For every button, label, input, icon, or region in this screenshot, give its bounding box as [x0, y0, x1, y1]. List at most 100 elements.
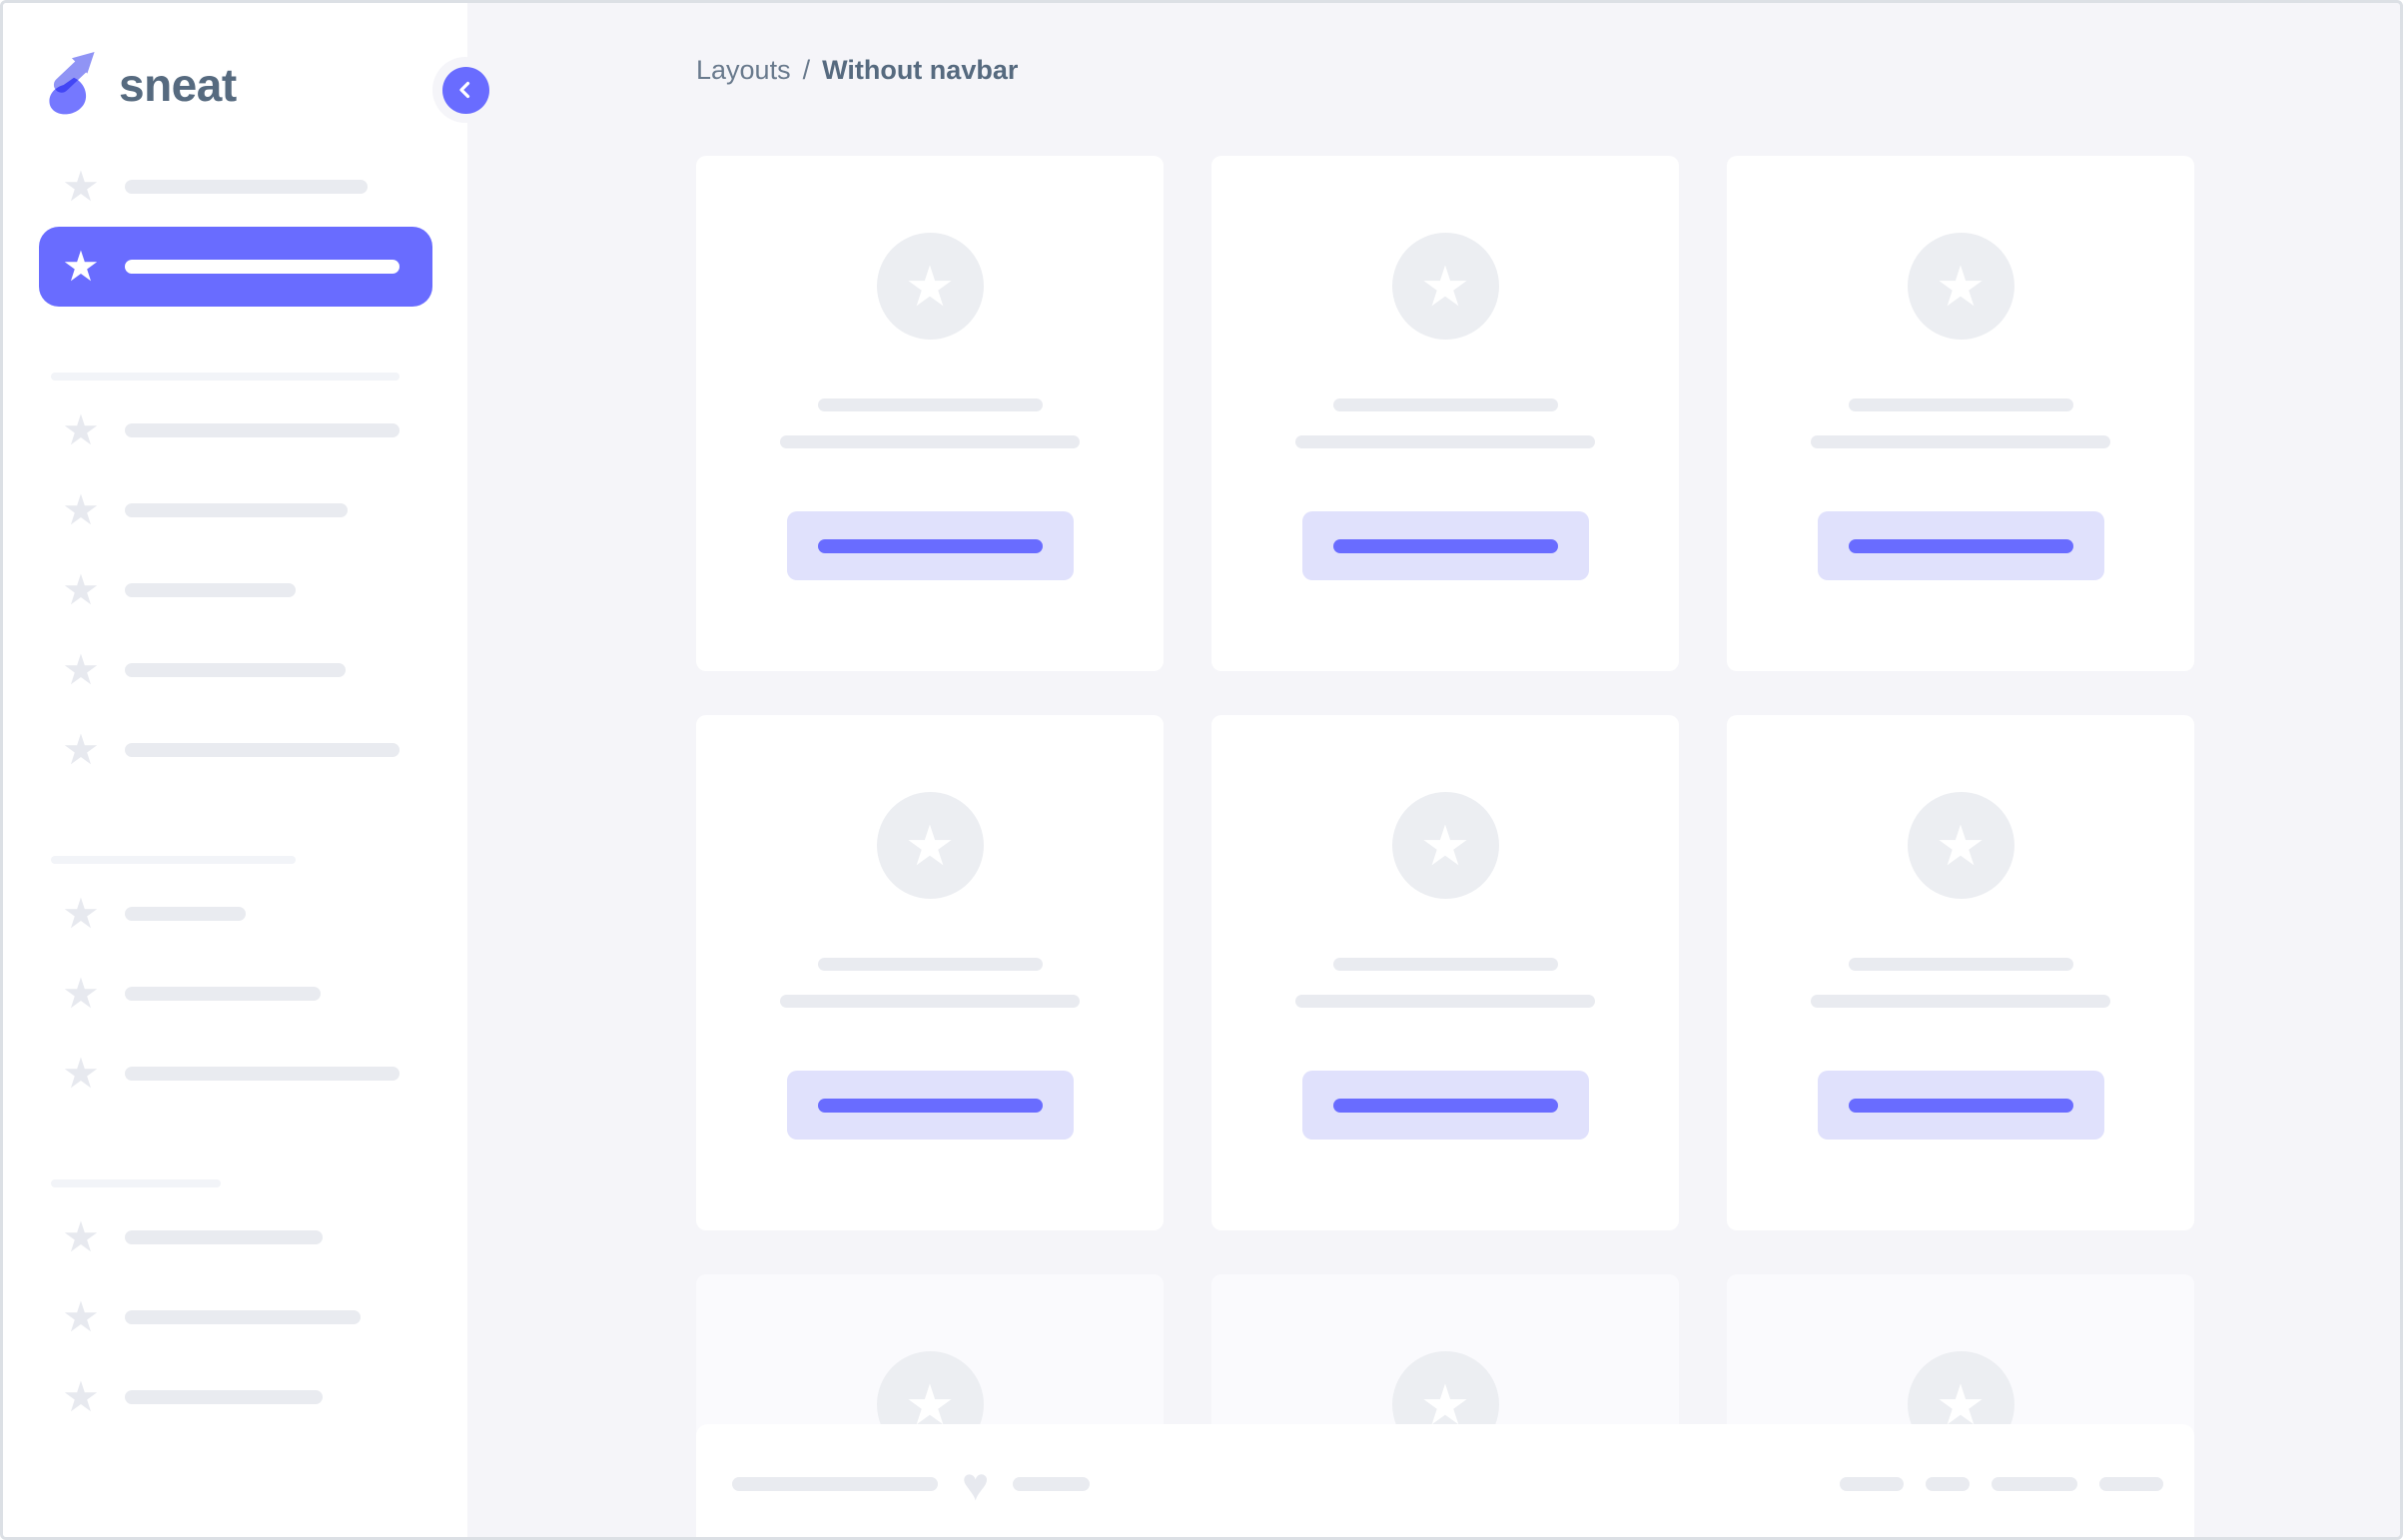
star-icon: ★ — [62, 566, 100, 613]
sidebar-item[interactable]: ★ — [3, 1034, 467, 1114]
card-title-placeholder — [1848, 958, 2073, 971]
sidebar-section-header-placeholder — [51, 373, 400, 381]
sidebar-item-active[interactable]: ★ — [39, 227, 432, 307]
star-icon: ★ — [62, 1293, 100, 1340]
sidebar-item-label-placeholder — [125, 907, 246, 921]
sidebar-item[interactable]: ★ — [3, 630, 467, 710]
card-button-label-placeholder — [1848, 1098, 2073, 1113]
footer-link-placeholder — [2099, 1476, 2163, 1491]
placeholder-card: ★ — [1211, 715, 1679, 1230]
sidebar-item[interactable]: ★ — [3, 470, 467, 550]
sidebar-item-label-placeholder — [125, 1067, 400, 1081]
sidebar-item-label-placeholder — [125, 1230, 323, 1244]
card-avatar: ★ — [1907, 792, 2014, 899]
sidebar-item-label-placeholder — [125, 423, 400, 437]
placeholder-card: ★ — [1211, 156, 1679, 671]
sidebar-item-label-placeholder — [125, 180, 368, 194]
card-button-placeholder[interactable] — [786, 511, 1074, 580]
brand-logo-icon — [49, 52, 95, 115]
footer-links — [1840, 1476, 2163, 1491]
sidebar-item[interactable]: ★ — [3, 710, 467, 790]
star-icon: ★ — [1935, 813, 1987, 877]
sidebar-item-label-placeholder — [125, 503, 348, 517]
footer-link-placeholder — [1992, 1476, 2077, 1491]
collapse-circle — [441, 66, 489, 114]
star-icon: ★ — [62, 1050, 100, 1097]
card-button-placeholder[interactable] — [1301, 1071, 1589, 1140]
sidebar-item[interactable]: ★ — [3, 550, 467, 630]
main-content: Layouts / Without navbar ★ ★ ★ — [467, 3, 2400, 1537]
sidebar-item-label-placeholder — [125, 663, 346, 677]
sidebar-item[interactable]: ★ — [3, 1277, 467, 1357]
star-icon: ★ — [904, 1372, 956, 1436]
breadcrumb: Layouts / Without navbar — [696, 55, 1018, 86]
footer: ♥ — [696, 1424, 2194, 1537]
star-icon: ★ — [62, 1213, 100, 1260]
sidebar-item[interactable]: ★ — [3, 1197, 467, 1277]
card-title-placeholder — [817, 958, 1043, 971]
card-avatar: ★ — [1391, 792, 1499, 899]
star-icon: ★ — [62, 970, 100, 1017]
card-subtitle-placeholder — [1811, 995, 2110, 1008]
footer-link-placeholder — [1926, 1476, 1970, 1491]
sidebar-item[interactable]: ★ — [3, 954, 467, 1034]
star-icon: ★ — [62, 1373, 100, 1420]
card-subtitle-placeholder — [1295, 995, 1595, 1008]
brand: sneat — [3, 3, 467, 147]
card-title-placeholder — [817, 398, 1043, 411]
card-button-placeholder[interactable] — [1817, 511, 2104, 580]
sidebar: sneat ★ ★ ★ ★ ★ ★ ★ ★ ★ — [3, 3, 498, 1537]
footer-text-placeholder — [1013, 1476, 1091, 1491]
star-icon: ★ — [62, 243, 100, 290]
sidebar-item-label-placeholder — [125, 583, 296, 597]
placeholder-card: ★ — [696, 156, 1164, 671]
sidebar-item[interactable]: ★ — [3, 874, 467, 954]
card-button-placeholder[interactable] — [786, 1071, 1074, 1140]
card-button-placeholder[interactable] — [1301, 511, 1589, 580]
star-icon: ★ — [904, 813, 956, 877]
placeholder-card: ★ — [696, 715, 1164, 1230]
star-icon: ★ — [62, 726, 100, 773]
card-avatar: ★ — [876, 233, 984, 340]
star-icon: ★ — [62, 406, 100, 453]
card-button-placeholder[interactable] — [1817, 1071, 2104, 1140]
card-avatar: ★ — [1907, 233, 2014, 340]
card-subtitle-placeholder — [1811, 435, 2110, 448]
card-subtitle-placeholder — [780, 435, 1080, 448]
card-button-label-placeholder — [1848, 538, 2073, 553]
star-icon: ★ — [1419, 1372, 1471, 1436]
sidebar-item-label-placeholder — [125, 987, 321, 1001]
footer-link-placeholder — [1840, 1476, 1904, 1491]
breadcrumb-current: Without navbar — [822, 55, 1019, 85]
card-avatar: ★ — [1391, 233, 1499, 340]
card-button-label-placeholder — [817, 538, 1043, 553]
sidebar-section-header-placeholder — [51, 856, 296, 864]
sidebar-section-header-placeholder — [51, 1179, 221, 1187]
breadcrumb-link-layouts[interactable]: Layouts — [696, 55, 791, 85]
sidebar-item-label-placeholder — [125, 743, 400, 757]
card-title-placeholder — [1332, 398, 1558, 411]
card-button-label-placeholder — [1332, 1098, 1558, 1113]
card-button-label-placeholder — [1332, 538, 1558, 553]
card-avatar: ★ — [876, 792, 984, 899]
breadcrumb-separator: / — [802, 55, 811, 85]
sidebar-collapse-button[interactable] — [432, 57, 498, 123]
sidebar-item[interactable]: ★ — [3, 1357, 467, 1437]
heart-icon: ♥ — [962, 1457, 990, 1510]
star-icon: ★ — [1419, 254, 1471, 318]
footer-text-placeholder — [732, 1476, 938, 1491]
star-icon: ★ — [62, 890, 100, 937]
chevron-left-icon — [459, 81, 470, 99]
card-title-placeholder — [1332, 958, 1558, 971]
card-button-label-placeholder — [817, 1098, 1043, 1113]
star-icon: ★ — [1935, 254, 1987, 318]
card-grid: ★ ★ ★ ★ ★ — [696, 156, 2194, 1537]
star-icon: ★ — [1419, 813, 1471, 877]
star-icon: ★ — [62, 163, 100, 210]
sidebar-item-label-placeholder — [125, 1310, 361, 1324]
star-icon: ★ — [1935, 1372, 1987, 1436]
star-icon: ★ — [62, 486, 100, 533]
sidebar-item[interactable]: ★ — [3, 390, 467, 470]
sidebar-item[interactable]: ★ — [3, 147, 467, 227]
